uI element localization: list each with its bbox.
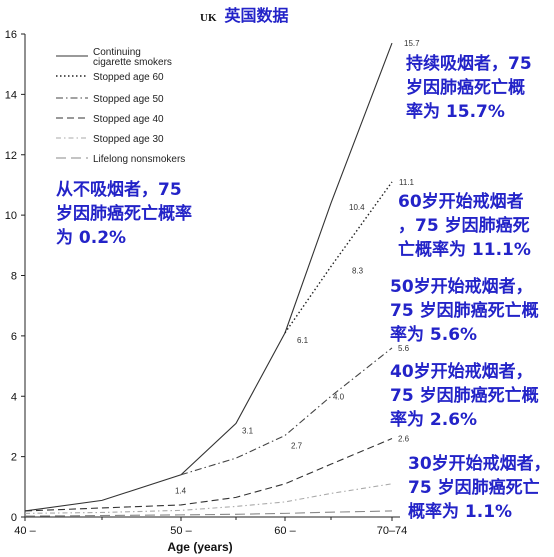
y-tick-label: 10 [5,210,17,222]
data-label: 2.6 [398,435,410,444]
series-line-2 [180,347,393,476]
y-tick-label: 8 [11,271,17,283]
data-label: 8.3 [352,266,364,275]
data-label: 1.4 [175,487,187,496]
legend-label-0: Continuing cigarette smokers [93,47,172,68]
data-label: 15.7 [404,39,420,48]
data-label: 5.6 [398,344,410,353]
y-tick-label: 0 [11,512,17,524]
series-line-0 [24,42,393,512]
title-prefix: UK [200,12,217,24]
legend-label-3: Stopped age 40 [93,114,164,125]
x-axis-label: Age (years) [167,540,232,554]
y-tick-label: 4 [11,391,17,403]
annotation-stop60: 60岁开始戒烟者 ，75 岁因肺癌死 亡概率为 11.1% [398,192,531,260]
data-label: 4.0 [333,392,345,401]
title-text: 英国数据 [224,6,289,25]
annotation-stop30: 30岁开始戒烟者， 75 岁因肺癌死亡 概率为 1.1% [408,454,551,522]
data-label: 10.4 [349,203,365,212]
series-line-1 [284,181,393,334]
x-tick-label: 60 – [274,525,296,537]
annotation-nonsmoker: 从不吸烟者，75 岁因肺癌死亡概率 为 0.2% [56,180,192,248]
annotation-stop50: 50岁开始戒烟者， 75 岁因肺癌死亡概 率为 5.6% [390,277,539,345]
data-label: 2.7 [291,441,303,450]
y-tick-label: 2 [11,452,17,464]
legend-label-4: Stopped age 30 [93,134,164,145]
y-tick-label: 6 [11,331,17,343]
annotation-continuing: 持续吸烟者，75 岁因肺癌死亡概 率为 15.7% [406,54,532,122]
data-label: 6.1 [297,336,309,345]
x-tick-label: 50 – [170,525,192,537]
legend-label-1: Stopped age 60 [93,72,164,83]
y-tick-label: 12 [5,150,17,162]
series-line-4 [24,483,393,514]
series-line-5 [24,510,393,517]
chart-title: UK 英国数据 [200,2,289,26]
legend-label-2: Stopped age 50 [93,94,164,105]
y-tick-label: 16 [5,29,17,41]
data-label: 11.1 [399,178,415,187]
data-label: 3.1 [242,426,254,435]
x-tick-label: 70–74 [377,525,408,537]
annotation-stop40: 40岁开始戒烟者， 75 岁因肺癌死亡概 率为 2.6% [390,362,539,430]
series-line-3 [24,438,393,512]
y-tick-label: 14 [5,89,17,101]
legend-label-5: Lifelong nonsmokers [93,154,185,165]
x-tick-label: 40 – [14,525,36,537]
